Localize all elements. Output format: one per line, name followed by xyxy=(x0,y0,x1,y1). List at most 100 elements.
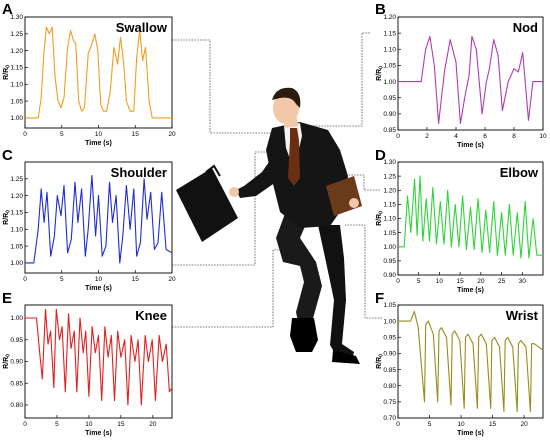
panel-letter: B xyxy=(375,1,386,18)
x-tick-label: 5 xyxy=(60,276,64,283)
x-tick-label: 0 xyxy=(23,421,27,428)
man-back-shoe xyxy=(332,350,360,364)
chart-title: Elbow xyxy=(500,165,539,180)
man-left-hand xyxy=(229,187,239,197)
y-tick-label: 1.25 xyxy=(383,173,396,180)
connector-elbow xyxy=(340,174,380,191)
y-tick-label: 1.05 xyxy=(10,98,23,105)
y-tick-label: 0.85 xyxy=(10,380,23,387)
plot-frame xyxy=(24,304,173,419)
y-tick-label: 1.00 xyxy=(383,79,396,86)
chart-wrist: 0.70 0.75 0.80 0.85 0.90 0.95 1.00 1.05 0 5 10 15 20… xyxy=(376,302,544,437)
y-tick-label: 0.90 xyxy=(10,359,23,366)
series-line-nod xyxy=(398,35,543,125)
man-left-arm xyxy=(236,152,286,198)
chart-title: Nod xyxy=(513,20,538,35)
chart-title: Knee xyxy=(135,308,167,323)
x-tick-label: 10 xyxy=(539,133,547,140)
man-front-shoe xyxy=(290,318,318,352)
y-tick-label: 1.05 xyxy=(383,302,396,309)
x-tick-label: 10 xyxy=(436,278,444,285)
x-axis-label: Time (s) xyxy=(85,285,112,292)
panel-letter: E xyxy=(2,290,12,307)
series-line-knee xyxy=(25,308,173,406)
x-axis-label: Time (s) xyxy=(457,142,484,149)
y-tick-label: 1.15 xyxy=(383,30,396,37)
y-tick-label: 0.80 xyxy=(10,402,23,409)
y-tick-label: 0.80 xyxy=(383,383,396,390)
y-tick-label: 1.25 xyxy=(10,176,23,183)
x-tick-label: 20 xyxy=(477,278,485,285)
x-axis-label: Time (s) xyxy=(85,140,112,147)
x-tick-label: 0 xyxy=(396,278,400,285)
chart-elbow: 0.90 0.95 1.00 1.05 1.10 1.15 1.20 1.25 1.30 0 5 10… xyxy=(376,159,544,294)
chart-title: Wrist xyxy=(506,308,539,323)
y-tick-label: 0.95 xyxy=(10,337,23,344)
x-axis-label: Time (s) xyxy=(457,287,484,294)
x-tick-label: 6 xyxy=(483,133,487,140)
x-axis-label: Time (s) xyxy=(85,430,112,437)
y-tick-label: 1.30 xyxy=(10,14,23,21)
x-tick-label: 20 xyxy=(168,131,176,138)
man-face xyxy=(273,92,299,124)
x-axis-label: Time (s) xyxy=(457,430,484,437)
y-tick-label: 0.70 xyxy=(383,415,396,422)
man-tie xyxy=(288,128,300,186)
chart-title: Swallow xyxy=(116,20,168,35)
y-tick-label: 0.90 xyxy=(383,272,396,279)
series-line-wrist xyxy=(398,310,544,413)
panel-knee: E 0.80 0.85 0.90 0.95 1.00 0 5 10 15 20 Time (s) R/… xyxy=(2,290,173,437)
y-tick-label: 1.00 xyxy=(10,260,23,267)
y-tick-label: 1.00 xyxy=(383,318,396,325)
y-tick-label: 1.15 xyxy=(10,210,23,217)
businessman-illustration xyxy=(176,87,362,364)
y-tick-label: 1.00 xyxy=(10,115,23,122)
x-tick-label: 20 xyxy=(149,421,157,428)
y-tick-label: 1.10 xyxy=(383,216,396,223)
x-tick-label: 10 xyxy=(95,131,103,138)
man-front-leg xyxy=(276,200,322,322)
y-tick-label: 1.20 xyxy=(383,187,396,194)
connector-wrist xyxy=(345,224,382,319)
x-tick-label: 5 xyxy=(60,131,64,138)
y-axis-label: R/R0 xyxy=(3,65,12,80)
y-tick-label: 0.90 xyxy=(383,351,396,358)
panel-elbow: D 0.90 0.95 1.00 1.05 1.10 1.15 1.20 1.25 1.30 0 5… xyxy=(375,147,544,294)
briefcase xyxy=(176,168,238,242)
y-axis-label: R/R0 xyxy=(3,210,12,225)
chart-knee: 0.80 0.85 0.90 0.95 1.00 0 5 10 15 20 Time (s) R/R0… xyxy=(3,304,173,437)
panel-swallow: A 1.00 1.05 1.10 1.15 1.20 1.25 1.30 0 5 10 15 20 Ti… xyxy=(2,1,176,147)
panel-letter: A xyxy=(2,1,13,18)
x-tick-label: 0 xyxy=(23,276,27,283)
x-tick-label: 0 xyxy=(396,133,400,140)
x-tick-label: 15 xyxy=(132,131,140,138)
y-tick-label: 1.10 xyxy=(10,226,23,233)
x-tick-label: 15 xyxy=(132,276,140,283)
y-tick-label: 1.20 xyxy=(10,193,23,200)
panel-letter: F xyxy=(375,290,384,307)
man-right-hand xyxy=(349,198,359,208)
x-tick-label: 10 xyxy=(85,421,93,428)
x-tick-label: 15 xyxy=(457,278,465,285)
y-tick-label: 1.05 xyxy=(383,230,396,237)
connector-nod xyxy=(300,32,370,127)
y-tick-label: 1.05 xyxy=(383,63,396,70)
y-axis-label: R/R0 xyxy=(376,354,385,369)
y-axis-label: R/R0 xyxy=(376,211,385,226)
series-line-elbow xyxy=(398,175,543,259)
x-tick-label: 15 xyxy=(489,421,497,428)
x-tick-label: 10 xyxy=(457,421,465,428)
connector-knee xyxy=(172,249,285,328)
briefcase-handle xyxy=(205,164,221,177)
y-tick-label: 1.15 xyxy=(10,65,23,72)
y-axis-label: R/R0 xyxy=(376,66,385,81)
plot-frame xyxy=(397,304,544,419)
x-tick-label: 2 xyxy=(425,133,429,140)
chart-swallow: 1.00 1.05 1.10 1.15 1.20 1.25 1.30 0 5 10 15 20 Time… xyxy=(3,14,176,147)
x-tick-label: 0 xyxy=(396,421,400,428)
x-tick-label: 5 xyxy=(417,278,421,285)
y-axis-label: R/R0 xyxy=(3,354,12,369)
chart-title: Shoulder xyxy=(111,165,167,180)
x-tick-label: 5 xyxy=(55,421,59,428)
y-tick-label: 1.30 xyxy=(383,159,396,166)
